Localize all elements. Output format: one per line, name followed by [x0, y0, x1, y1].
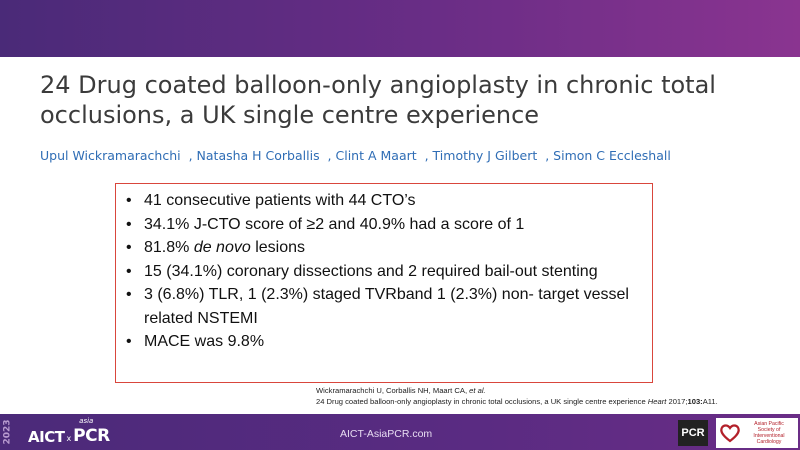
- finding-item: 34.1% J-CTO score of ≥2 and 40.9% had a …: [126, 213, 642, 237]
- finding-item: 3 (6.8%) TLR, 1 (2.3%) staged TVRband 1 …: [126, 283, 642, 330]
- slide-title: 24 Drug coated balloon-only angioplasty …: [40, 71, 716, 129]
- finding-item: 81.8% de novo lesions: [126, 236, 642, 260]
- author-3: Clint A Maart: [335, 148, 417, 163]
- finding-item: 41 consecutive patients with 44 CTO’s: [126, 189, 642, 213]
- findings-list: 41 consecutive patients with 44 CTO’s 34…: [116, 184, 652, 354]
- author-4: Timothy J Gilbert: [432, 148, 538, 163]
- aict-asiapcr-logo: AICT x asia PCR: [28, 417, 110, 446]
- apsic-logo: Asian Pacific Society of Interventional …: [716, 418, 798, 448]
- website-link[interactable]: AICT-AsiaPCR.com: [340, 428, 433, 440]
- footer-band: [0, 414, 800, 450]
- finding-item: 15 (34.1%) coronary dissections and 2 re…: [126, 260, 642, 284]
- author-list: Upul Wickramarachchi , Natasha H Corball…: [40, 148, 671, 163]
- header-band: [0, 0, 800, 57]
- author-2: Natasha H Corballis: [196, 148, 320, 163]
- year-label: 2023: [3, 419, 13, 445]
- finding-item: MACE was 9.8%: [126, 330, 642, 354]
- author-5: Simon C Eccleshall: [553, 148, 671, 163]
- key-findings-box: 41 consecutive patients with 44 CTO’s 34…: [115, 183, 653, 383]
- citation: Wickramarachchi U, Corballis NH, Maart C…: [316, 386, 718, 406]
- heart-icon: [720, 424, 740, 443]
- author-1: Upul Wickramarachchi: [40, 148, 181, 163]
- pcr-logo: PCR: [678, 420, 708, 446]
